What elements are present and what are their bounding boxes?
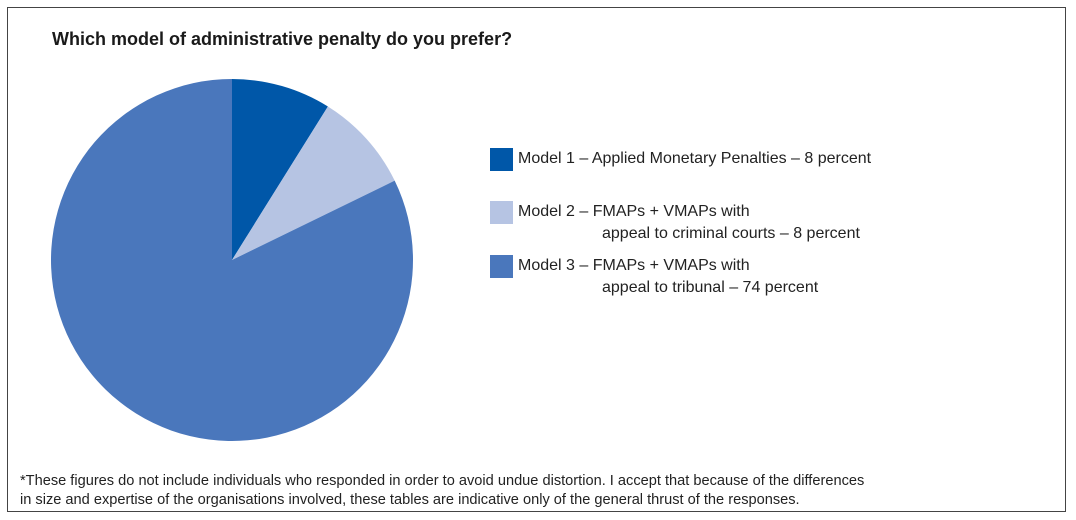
legend-swatch-model-2 bbox=[490, 201, 513, 224]
legend-label-line-2: appeal to tribunal – 74 percent bbox=[602, 279, 819, 296]
pie-slice-model-1 bbox=[232, 79, 328, 260]
legend-label-line-1: Model 1 – Applied Monetary Penalties – 8… bbox=[518, 150, 872, 167]
footnote: *These figures do not include individual… bbox=[20, 472, 1060, 510]
pie-slice-model-2 bbox=[232, 106, 395, 260]
legend-label-model-3: Model 3 – FMAPs + VMAPs with appeal to t… bbox=[518, 255, 818, 299]
pie-slice-model-3 bbox=[51, 79, 414, 441]
legend-label-line-2: appeal to criminal courts – 8 percent bbox=[602, 225, 860, 242]
legend-label-model-1: Model 1 – Applied Monetary Penalties – 8… bbox=[518, 148, 871, 170]
footnote-line-2: in size and expertise of the organisatio… bbox=[20, 492, 800, 508]
legend-swatch-model-3 bbox=[490, 255, 513, 278]
legend-swatch-model-1 bbox=[490, 148, 513, 171]
legend-label-line-1: Model 3 – FMAPs + VMAPs with bbox=[518, 257, 750, 274]
legend-label-model-2: Model 2 – FMAPs + VMAPs with appeal to c… bbox=[518, 201, 860, 245]
chart-title: Which model of administrative penalty do… bbox=[52, 29, 513, 49]
footnote-line-1: *These figures do not include individual… bbox=[20, 473, 865, 489]
legend-label-line-1: Model 2 – FMAPs + VMAPs with bbox=[518, 203, 750, 220]
chart-frame bbox=[7, 7, 1066, 512]
